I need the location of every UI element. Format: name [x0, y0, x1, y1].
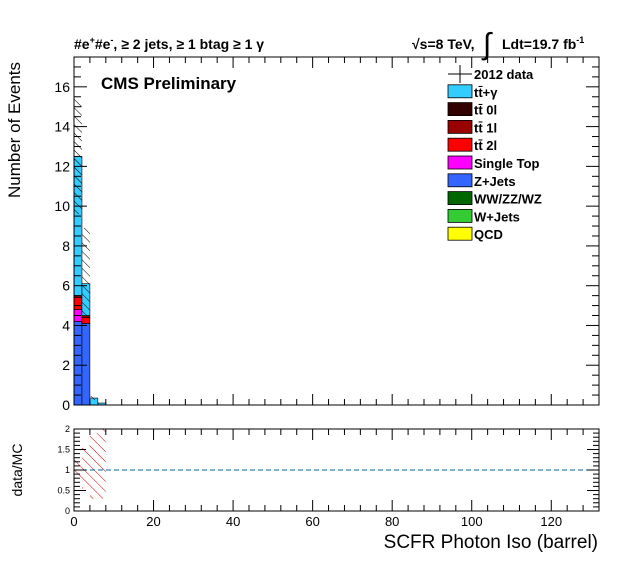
integral-sign: ∫	[481, 28, 493, 61]
bar-tt-2l-bin-0	[73, 297, 83, 310]
ratio-uncertainty-band	[74, 429, 106, 499]
x-tick-label: 40	[226, 514, 240, 529]
legend-swatch	[447, 120, 473, 134]
legend-label: Z+Jets	[474, 174, 516, 189]
main-y-tick-label: 12	[54, 158, 70, 174]
uncertainty-band-bin-3	[97, 402, 106, 405]
main-y-tick-label: 14	[54, 119, 70, 135]
legend-label: tt̄ 1l	[474, 120, 497, 135]
main-frame	[73, 56, 600, 406]
main-y-tick-label: 2	[62, 357, 70, 373]
ratio-band-bin-1	[81, 445, 90, 489]
main-axes: 0 2 4 6 8 10 12 14 16	[54, 56, 600, 413]
legend-swatch	[447, 102, 473, 116]
main-y-tick-label: 6	[62, 278, 70, 294]
channel-label: #e+#e-, ≥ 2 jets, ≥ 1 btag ≥ 1 γ	[74, 35, 264, 52]
legend-label: tt̄ 0l	[474, 103, 497, 118]
legend-label: WW/ZZ/WZ	[474, 192, 542, 207]
legend-swatch	[447, 208, 473, 223]
x-axis-title: SCFR Photon Iso (barrel)	[384, 532, 598, 553]
ratio-plot: 00.511.520 20 40 60 80 100 120 data/MC SCFR Ph…	[9, 424, 600, 553]
lumi-label: Ldt=19.7 fb-1	[502, 35, 584, 52]
ratio-y-tick-label: 2	[65, 424, 70, 434]
legend-label: W+Jets	[474, 209, 520, 224]
cms-preliminary-label: CMS Preliminary	[101, 74, 237, 93]
uncertainty-band-bin-2	[89, 396, 98, 401]
legend-swatch	[447, 155, 473, 170]
main-y-tick-label: 0	[62, 397, 70, 413]
x-tick-label: 100	[461, 514, 483, 529]
legend-label: tt̄ 2l	[474, 138, 497, 153]
main-y-tick-label: 4	[62, 317, 70, 333]
x-tick-label: 20	[146, 514, 160, 529]
ratio-y-tick-label: 0.5	[57, 486, 70, 496]
main-y-tick-label: 10	[54, 198, 70, 214]
main-y-axis-title: Number of Events	[5, 62, 24, 198]
ratio-y-axis-title: data/MC	[9, 444, 25, 497]
bar-z-jets-bin-0	[73, 321, 83, 406]
legend-label: tt̄+γ	[474, 85, 498, 100]
legend-swatch	[447, 137, 473, 152]
legend-label: QCD	[474, 227, 503, 242]
legend-swatch	[447, 226, 473, 241]
x-tick-label: 120	[540, 514, 562, 529]
ratio-y-tick-label: 1	[65, 465, 70, 475]
ratio-band-bin-3	[97, 429, 106, 499]
bar-z-jets-bin-1	[81, 323, 91, 406]
legend-swatch	[447, 84, 473, 99]
legend: 2012 data tt̄+γ tt̄ 0l tt̄ 1l tt̄ 2l Single T…	[447, 65, 542, 242]
legend-swatch	[447, 173, 473, 188]
ratio-frame	[73, 428, 600, 512]
ratio-y-tick-label: 0	[65, 506, 70, 516]
legend-label: Single Top	[474, 156, 540, 171]
x-tick-label: 60	[305, 514, 319, 529]
main-y-tick-label: 8	[62, 238, 70, 254]
ratio-band-bin-2	[89, 433, 98, 499]
x-tick-label: 0	[70, 514, 77, 529]
uncertainty-band-bin-1	[81, 228, 90, 318]
energy-label: √s=8 TeV,	[412, 36, 475, 52]
x-tick-label: 80	[385, 514, 399, 529]
bar-tt-2l-bin-1	[81, 317, 91, 324]
ratio-y-tick-label: 1.5	[57, 445, 70, 455]
legend-swatch	[447, 191, 473, 206]
ratio-axes: 00.511.520 20 40 60 80 100 120	[57, 424, 600, 529]
legend-label: 2012 data	[474, 67, 534, 82]
main-plot: 0 2 4 6 8 10 12 14 16 CMS Preliminary Number of …	[5, 56, 600, 413]
main-y-tick-label: 16	[54, 79, 70, 95]
